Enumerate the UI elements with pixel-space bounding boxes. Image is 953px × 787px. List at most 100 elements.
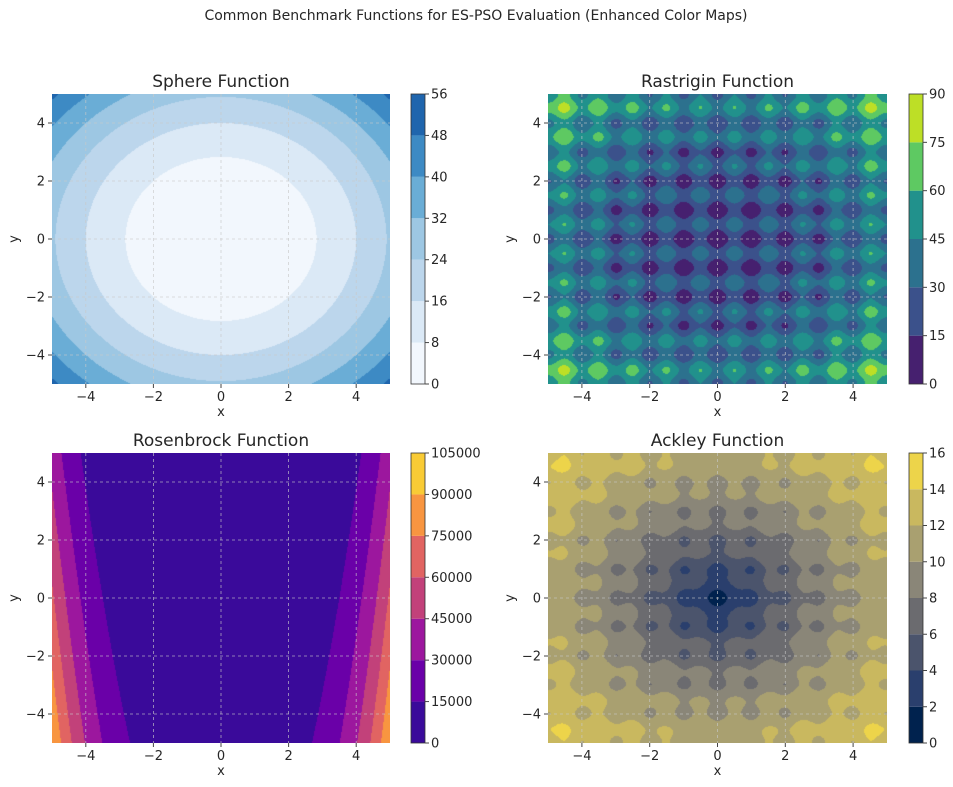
colorbar-tick-label: 32 <box>431 212 448 227</box>
colorbar-tick-label: 90 <box>929 88 946 103</box>
colorbar-ackley: 0 2 4 6 8 10 12 14 16 <box>908 447 946 752</box>
colorbar-segment <box>411 577 425 619</box>
x-tick-label: 4 <box>352 749 360 764</box>
y-tick-label: 4 <box>37 117 45 132</box>
colorbar-tick-label: 60 <box>929 184 946 199</box>
x-tick-label: −4 <box>572 749 591 764</box>
subplot-rosenbrock: Rosenbrock Function −4 −2 0 2 4 −4 −2 0 2 4 x y 0 1500… <box>7 431 481 779</box>
colorbar-tick-label: 30000 <box>431 654 472 669</box>
x-axis-label: x <box>714 405 722 420</box>
colorbar-tick-label: 0 <box>431 378 439 393</box>
x-tick-label: 2 <box>781 390 789 405</box>
colorbar-segment <box>909 453 923 490</box>
subplots: Sphere Function−4 −2 0 2 4−4−2024xy081624324… <box>7 72 946 779</box>
subplot-title: Ackley Function <box>651 431 784 451</box>
colorbar-segment <box>909 287 923 336</box>
y-axis-label: y <box>7 235 22 243</box>
colorbar-tick-label: 10 <box>929 555 946 570</box>
colorbar-segment <box>909 239 923 288</box>
colorbar-tick-label: 2 <box>929 700 937 715</box>
colorbar-segment <box>909 190 923 239</box>
x-tick-label: 2 <box>781 749 789 764</box>
colorbar-tick-label: 60000 <box>431 571 472 586</box>
colorbar-segment <box>411 218 425 260</box>
subplot-ackley: Ackley Function −4 −2 0 2 4 −4 −2 0 2 4 x y 0 2 4 6 8 10 12… <box>503 431 946 779</box>
colorbar-rosenbrock: 0 15000 30000 45000 60000 75000 90000 105000 <box>410 447 481 752</box>
x-tick-label: 0 <box>217 749 225 764</box>
subplot-title: Sphere Function <box>152 72 290 92</box>
colorbar-segment <box>909 670 923 707</box>
x-tick-label: −2 <box>640 390 659 405</box>
x-axis-label: x <box>217 405 225 420</box>
colorbar-segment <box>411 660 425 702</box>
colorbar-segment <box>411 494 425 536</box>
y-tick-label: 0 <box>533 233 541 248</box>
x-tick-label: −4 <box>76 749 95 764</box>
x-tick-label: 0 <box>713 390 721 405</box>
colorbar-segment <box>909 706 923 743</box>
colorbar-tick-label: 75 <box>929 136 946 151</box>
x-tick-label: −4 <box>76 390 95 405</box>
y-tick-label: 4 <box>533 117 541 132</box>
y-tick-label: 2 <box>533 175 541 190</box>
colorbar-segment <box>411 618 425 661</box>
y-axis-label: y <box>503 594 518 602</box>
colorbar-segment <box>909 634 923 671</box>
subplot-rastrigin: Rastrigin Function −4 −2 0 2 4 −4 −2 0 2 4 x y 0 15 30 4… <box>503 72 946 420</box>
colorbar-tick-label: 0 <box>929 737 937 752</box>
y-tick-label: −4 <box>26 349 45 364</box>
colorbar-tick-label: 8 <box>929 592 937 607</box>
colorbar-segment <box>411 453 425 495</box>
x-axis-label: x <box>217 764 225 779</box>
x-tick-label: −2 <box>640 749 659 764</box>
y-tick-label: −4 <box>522 708 541 723</box>
colorbar-tick-label: 0 <box>431 737 439 752</box>
x-tick-label: 0 <box>713 749 721 764</box>
colorbar-tick-label: 4 <box>929 664 937 679</box>
y-tick-label: 0 <box>37 592 45 607</box>
colorbar-frame <box>410 93 426 385</box>
colorbar-rastrigin: 0 15 30 45 60 75 90 <box>908 88 946 393</box>
colorbar-tick-label: 8 <box>431 336 439 351</box>
colorbar-segment <box>411 535 425 578</box>
y-axis-label: y <box>7 594 22 602</box>
colorbar-segment <box>909 489 923 526</box>
x-axis-label: x <box>714 764 722 779</box>
colorbar-segment <box>909 142 923 191</box>
colorbar-tick-label: 6 <box>929 628 937 643</box>
subplot-sphere: Sphere Function−4 −2 0 2 4−4−2024xy081624324… <box>7 72 448 420</box>
colorbar-tick-label: 16 <box>929 447 946 462</box>
x-tick-label: 2 <box>284 749 292 764</box>
x-tick-label: 2 <box>284 390 292 405</box>
colorbar-tick-label: 16 <box>431 295 448 310</box>
x-tick-label: 0 <box>217 390 225 405</box>
colorbar-segment <box>909 94 923 143</box>
colorbar-tick-label: 14 <box>929 483 946 498</box>
x-tick-label: 4 <box>849 749 857 764</box>
colorbar-tick-label: 90000 <box>431 488 472 503</box>
subplot-title: Rosenbrock Function <box>133 431 309 451</box>
colorbar-tick-label: 40 <box>431 170 448 185</box>
x-tick-label: −2 <box>144 390 163 405</box>
colorbar-tick-label: 24 <box>431 253 448 268</box>
colorbar-segment <box>411 701 425 743</box>
colorbar-tick-label: 45000 <box>431 612 472 627</box>
colorbar-tick-label: 15000 <box>431 695 472 710</box>
y-tick-label: 0 <box>533 592 541 607</box>
y-tick-label: 4 <box>37 476 45 491</box>
colorbar-tick-label: 12 <box>929 519 946 534</box>
colorbar-sphere: 0 8 16 24 32 40 48 56 <box>410 88 448 393</box>
y-tick-label: −4 <box>26 708 45 723</box>
colorbar-tick-label: 56 <box>431 88 448 103</box>
colorbar-tick-label: 105000 <box>431 447 481 462</box>
colorbar-tick-label: 75000 <box>431 529 472 544</box>
y-axis-label: y <box>503 235 518 243</box>
colorbar-segment <box>909 598 923 635</box>
subplot-title: Rastrigin Function <box>641 72 794 92</box>
colorbar-segment <box>411 94 425 136</box>
x-tick-label: −2 <box>144 749 163 764</box>
colorbar-segment <box>411 135 425 177</box>
colorbar-tick-label: 30 <box>929 281 946 296</box>
colorbar-segment <box>909 335 923 384</box>
y-tick-label: −2 <box>26 650 45 665</box>
